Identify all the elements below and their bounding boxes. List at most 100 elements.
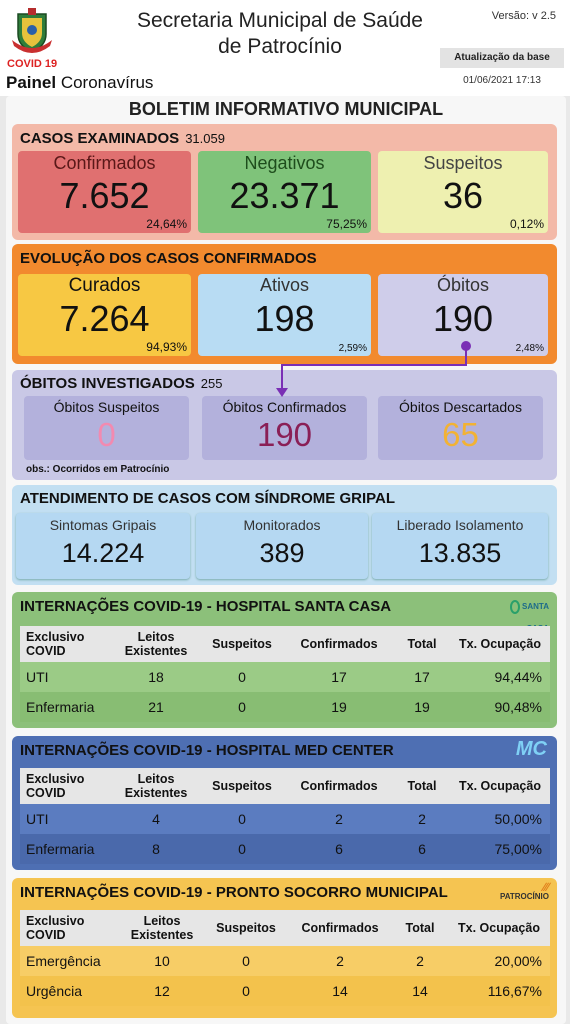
version-label: Versão: v 2.5	[491, 10, 556, 22]
sintomas-gripais-label: Sintomas Gripais	[49, 517, 157, 533]
table-row: Enfermaria 8 0 6 6 75,00%	[20, 834, 550, 864]
negativos-value: 23.371	[229, 175, 340, 216]
table-row: UTI 4 0 2 2 50,00%	[20, 804, 550, 834]
patrocinio-logo-icon: ∕∕∕	[542, 880, 549, 894]
ativos-value: 198	[254, 298, 315, 339]
cell-total: 17	[414, 669, 430, 685]
casos-examinados-title: CASOS EXAMINADOS 31.059	[20, 130, 225, 147]
obitos-suspeitos-card[interactable]: Óbitos Suspeitos 0	[24, 396, 189, 460]
confirmados-value: 7.652	[59, 175, 150, 216]
cell-tipo: Urgência	[26, 983, 83, 999]
sintomas-gripais-card[interactable]: Sintomas Gripais 14.224	[16, 513, 190, 579]
header-total: Total	[405, 921, 435, 935]
monitorados-label: Monitorados	[243, 517, 321, 533]
header-exclusivo: Exclusivo COVID	[26, 772, 85, 800]
header-leitos: Leitos Existentes	[130, 914, 194, 942]
obitos-label: Óbitos	[436, 275, 490, 295]
header-total: Total	[407, 779, 437, 793]
negativos-label: Negativos	[244, 153, 325, 173]
obitos-confirmados-label: Óbitos Confirmados	[222, 399, 347, 415]
curados-label: Curados	[68, 275, 141, 296]
santa-casa-title: INTERNAÇÕES COVID-19 - HOSPITAL SANTA CA…	[20, 598, 392, 615]
cell-suspeitos: 0	[242, 983, 250, 999]
cell-confirmados: 6	[335, 841, 343, 857]
cell-total: 6	[418, 841, 426, 857]
cell-suspeitos: 0	[238, 699, 246, 715]
suspeitos-label: Suspeitos	[423, 153, 503, 173]
obitos-suspeitos-value: 0	[97, 416, 116, 453]
painel-title: Painel Coronavírus	[6, 73, 154, 92]
confirmados-card[interactable]: Confirmados 7.652 24,64%	[18, 151, 191, 233]
obitos-descartados-value: 65	[442, 416, 479, 453]
med-center-logo: MC	[515, 738, 547, 760]
cell-leitos: 12	[154, 983, 170, 999]
cell-ocupacao: 94,44%	[494, 669, 542, 685]
med-center-section: INTERNAÇÕES COVID-19 - HOSPITAL MED CENT…	[12, 736, 557, 870]
header-leitos: Leitos Existentes	[124, 772, 188, 800]
obitos-investigados-section: ÓBITOS INVESTIGADOS 255 Óbitos Suspeitos …	[12, 370, 557, 480]
monitorados-card[interactable]: Monitorados 389	[196, 513, 368, 579]
confirmados-pct: 24,64%	[146, 217, 187, 231]
cell-tipo: UTI	[26, 669, 49, 685]
negativos-card[interactable]: Negativos 23.371 75,25%	[198, 151, 371, 233]
negativos-pct: 75,25%	[326, 217, 367, 231]
liberado-isolamento-label: Liberado Isolamento	[396, 517, 524, 533]
santa-casa-logo: SANTA CASA	[499, 596, 549, 633]
table-row: Urgência 12 0 14 14 116,67%	[20, 976, 550, 1006]
cell-ocupacao: 116,67%	[487, 983, 542, 999]
header-exclusivo: Exclusivo COVID	[26, 630, 85, 658]
cell-tipo: Enfermaria	[26, 699, 95, 715]
header-confirmados: Confirmados	[300, 779, 378, 793]
cell-total: 2	[418, 811, 426, 827]
ativos-pct: 2,59%	[338, 343, 367, 354]
obitos-note: obs.: Ocorridos em Patrocínio	[26, 464, 170, 475]
curados-card[interactable]: Curados 7.264 94,93%	[18, 274, 191, 356]
header-confirmados: Confirmados	[301, 921, 379, 935]
header-exclusivo: Exclusivo COVID	[26, 914, 85, 942]
casos-examinados-section: CASOS EXAMINADOS 31.059 Confirmados 7.652…	[12, 124, 557, 240]
suspeitos-value: 36	[442, 175, 484, 216]
sintomas-gripais-value: 14.224	[61, 538, 145, 568]
header-leitos: Leitos Existentes	[124, 630, 188, 658]
obitos-value: 190	[432, 298, 494, 339]
monitorados-value: 389	[259, 538, 305, 568]
cell-ocupacao: 90,48%	[494, 699, 542, 715]
cell-total: 19	[414, 699, 430, 715]
suspeitos-pct: 0,12%	[509, 217, 544, 231]
table-row: Enfermaria 21 0 19 19 90,48%	[20, 692, 550, 722]
evolucao-section: EVOLUÇÃO DOS CASOS CONFIRMADOS Curados 7…	[12, 244, 557, 364]
santa-casa-logo-icon	[510, 599, 521, 614]
header: COVID 19 Painel Coronavírus Secretaria M…	[0, 0, 570, 96]
pronto-socorro-table: Exclusivo COVID Leitos Existentes Suspei…	[20, 910, 550, 1006]
cell-ocupacao: 50,00%	[494, 811, 542, 827]
cell-confirmados: 19	[331, 699, 347, 715]
confirmados-label: Confirmados	[53, 153, 156, 173]
suspeitos-card[interactable]: Suspeitos 36 0,12%	[378, 151, 548, 233]
sindrome-gripal-section: ATENDIMENTO DE CASOS COM SÍNDROME GRIPAL…	[12, 485, 557, 585]
liberado-isolamento-card[interactable]: Liberado Isolamento 13.835	[372, 513, 548, 579]
obitos-confirmados-card[interactable]: Óbitos Confirmados 190	[202, 396, 367, 460]
ativos-card[interactable]: Ativos 198 2,59%	[198, 274, 371, 356]
cell-suspeitos: 0	[238, 811, 246, 827]
cell-leitos: 10	[154, 953, 170, 969]
header-confirmados: Confirmados	[300, 637, 378, 651]
obitos-pct: 2,48%	[515, 343, 544, 354]
table-row: Emergência 10 0 2 2 20,00%	[20, 946, 550, 976]
update-label: Atualização da base	[440, 48, 564, 68]
header-ocupacao: Tx. Ocupação	[459, 637, 541, 651]
obitos-confirmados-value: 190	[256, 416, 313, 453]
cell-confirmados: 2	[335, 811, 343, 827]
curados-value: 7.264	[59, 298, 150, 339]
table-header-row: Exclusivo COVID Leitos Existentes Suspei…	[20, 626, 550, 662]
obitos-descartados-card[interactable]: Óbitos Descartados 65	[378, 396, 543, 460]
obitos-suspeitos-label: Óbitos Suspeitos	[53, 399, 160, 415]
med-center-title: INTERNAÇÕES COVID-19 - HOSPITAL MED CENT…	[20, 742, 394, 759]
cell-tipo: Enfermaria	[26, 841, 95, 857]
cell-confirmados: 17	[331, 669, 347, 685]
cell-leitos: 18	[148, 669, 164, 685]
cell-tipo: UTI	[26, 811, 49, 827]
cell-tipo: Emergência	[26, 953, 101, 969]
cell-suspeitos: 0	[242, 953, 250, 969]
municipal-crest-icon	[12, 8, 52, 53]
med-center-table: Exclusivo COVID Leitos Existentes Suspei…	[20, 768, 550, 864]
